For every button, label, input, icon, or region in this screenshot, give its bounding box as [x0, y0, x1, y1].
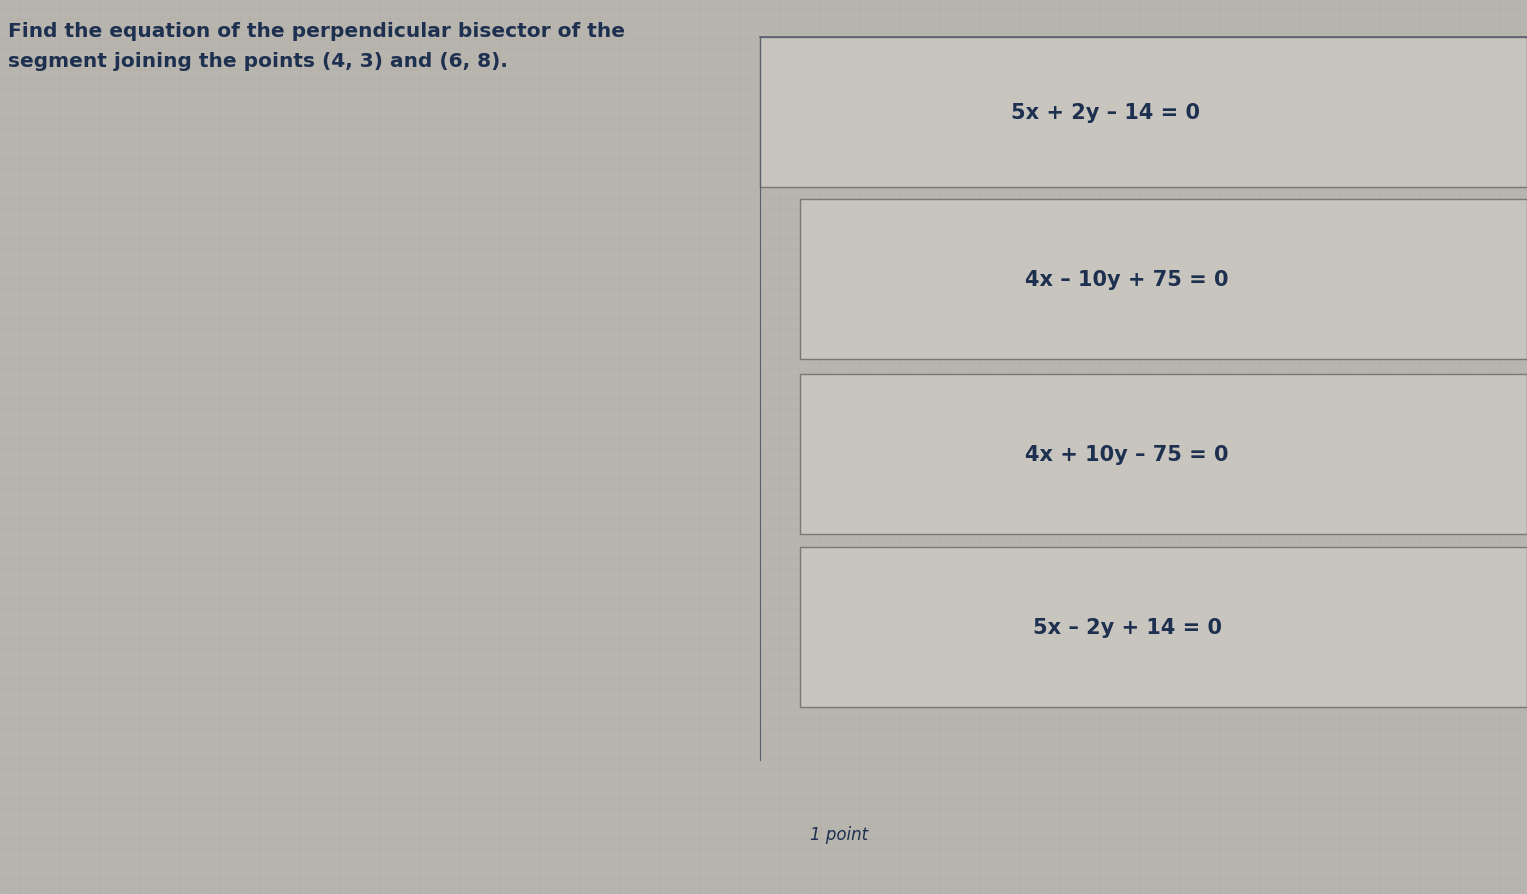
Bar — [800, 375, 1527, 535]
Bar — [800, 547, 1527, 707]
Text: 5x – 2y + 14 = 0: 5x – 2y + 14 = 0 — [1032, 618, 1222, 637]
Text: 5x + 2y – 14 = 0: 5x + 2y – 14 = 0 — [1011, 103, 1200, 122]
Bar — [800, 199, 1527, 359]
Text: 1 point: 1 point — [809, 825, 869, 843]
Text: 4x + 10y – 75 = 0: 4x + 10y – 75 = 0 — [1026, 444, 1229, 465]
Text: 4x – 10y + 75 = 0: 4x – 10y + 75 = 0 — [1026, 270, 1229, 290]
Text: Find the equation of the perpendicular bisector of the: Find the equation of the perpendicular b… — [8, 22, 625, 41]
Bar — [760, 38, 1527, 188]
Text: segment joining the points (4, 3) and (6, 8).: segment joining the points (4, 3) and (6… — [8, 52, 508, 71]
